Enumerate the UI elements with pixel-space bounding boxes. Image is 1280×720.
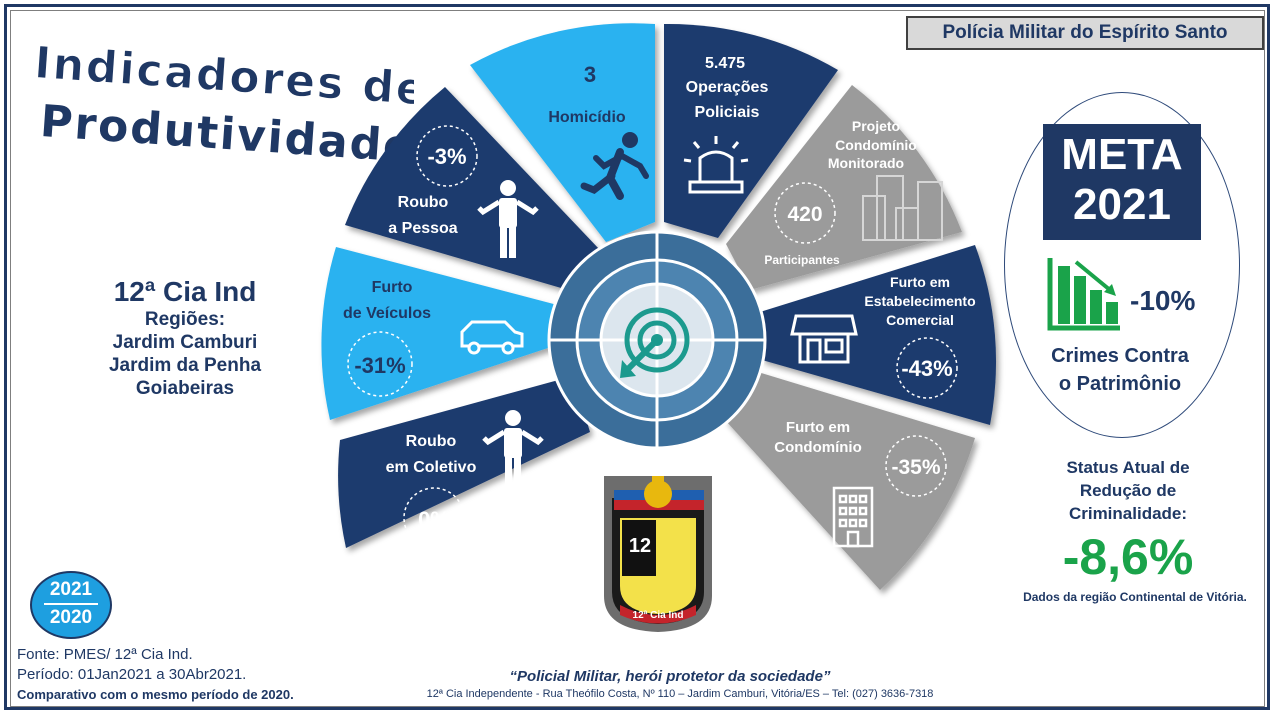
segment-roubo-pessoa [345, 87, 600, 290]
segment-operacoes [664, 23, 838, 238]
furto-veiculos-label-2: de Veículos [343, 305, 431, 322]
car-icon [460, 320, 524, 355]
inner-frame [10, 10, 1265, 707]
bar-chart-down-icon [1047, 258, 1120, 331]
condominio-monitorado-value: 420 [787, 203, 822, 226]
apartment-building-icon [832, 486, 874, 548]
badge-text: 12ª Cia Ind [633, 610, 684, 621]
roubo-pessoa-value: -3% [427, 144, 466, 169]
unit-info: 12ª Cia Ind Regiões: Jardim Camburi Jard… [60, 276, 310, 400]
status-note: Dados da região Continental de Vitória. [1023, 590, 1247, 604]
furto-estabelecimento-label-1: Furto em [890, 274, 950, 290]
condominio-monitorado-sub: Participantes [764, 253, 840, 267]
operacoes-label-2: Policiais [695, 104, 760, 121]
segment-roubo-coletivo [338, 376, 590, 548]
roubo-coletivo-label-2: em Coletivo [386, 459, 477, 476]
page-title: Indicadores de Produtividade [32, 37, 414, 173]
furto-condominio-value: -35% [891, 456, 940, 479]
segment-homicidio [470, 23, 655, 243]
status-label-line-3: Criminalidade: [1068, 504, 1188, 523]
roubo-coletivo-label-1: Roubo [406, 433, 457, 450]
address: 12ª Cia Independente - Rua Theófilo Cost… [426, 688, 934, 700]
operacoes-label-1: Operações [686, 79, 769, 96]
furto-condominio-label-2: Condomínio [774, 439, 861, 456]
roubo-coletivo-value-circle [403, 487, 465, 549]
target-icon [620, 307, 690, 378]
status-label-line-1: Status Atual de [1066, 458, 1190, 477]
segment-furto-condominio [725, 372, 975, 590]
years-divider [44, 603, 98, 605]
comparison-line: Comparativo com o mesmo período de 2020. [17, 687, 294, 702]
status-value: -8,6% [1062, 529, 1194, 585]
unit-name: 12ª Cia Ind [113, 276, 257, 307]
storefront-icon [790, 314, 858, 364]
source-info: Fonte: PMES/ 12ª Cia Ind. Período: 01Jan… [17, 645, 294, 705]
regions-label: Regiões: [144, 309, 226, 330]
status-label: Status Atual de Redução de Criminalidade… [1030, 456, 1226, 525]
unit-badge: 12 12ª Cia Ind [604, 476, 712, 632]
roubo-pessoa-label-1: Roubo [398, 194, 449, 211]
source-line: Fonte: PMES/ 12ª Cia Ind. [17, 646, 193, 663]
condominio-monitorado-value-circle [774, 182, 836, 244]
roubo-pessoa-value-circle [416, 125, 478, 187]
year-current: 2021 [49, 579, 93, 600]
period-line: Período: 01Jan2021 a 30Abr2021. [17, 666, 247, 683]
furto-veiculos-label-1: Furto [372, 279, 413, 296]
meta-title: META [1061, 130, 1183, 179]
condominio-monitorado-label-1: Projeto [852, 118, 900, 134]
status-label-line-2: Redução de [1079, 481, 1177, 500]
outer-frame [4, 4, 1270, 710]
homicidio-label: Homicídio [548, 109, 626, 126]
furto-condominio-label-1: Furto em [786, 419, 850, 436]
person-shrug-icon [477, 180, 539, 258]
buildings-icon [862, 175, 943, 241]
meta-label-line-1: Crimes Contra [1051, 345, 1189, 367]
meta-box: META 2021 [1043, 124, 1201, 240]
person-shrug-icon [482, 410, 544, 490]
running-person-icon [580, 132, 649, 200]
police-siren-icon [683, 136, 749, 194]
region-item: Jardim da Penha [108, 355, 262, 376]
segment-furto-veiculos [321, 247, 565, 420]
homicidio-value: 3 [584, 62, 596, 87]
region-item: Goiabeiras [135, 378, 235, 399]
operacoes-value: 5.475 [705, 55, 745, 72]
agency-banner: Polícia Militar do Espírito Santo [906, 16, 1264, 50]
condominio-monitorado-label-2: Condomínio [835, 137, 917, 153]
furto-veiculos-value: -31% [354, 353, 405, 378]
motto: “Policial Militar, herói protetor da soc… [509, 668, 831, 685]
furto-estabelecimento-value: -43% [901, 356, 952, 381]
furto-veiculos-value-circle [347, 331, 413, 397]
years-badge: 2021 2020 [30, 571, 112, 639]
condominio-monitorado-label-3: Monitorado [828, 155, 904, 171]
meta-label-line-2: o Patrimônio [1058, 373, 1182, 395]
roubo-pessoa-label-2: a Pessoa [388, 220, 457, 237]
meta-value: -10% [1130, 285, 1196, 316]
roubo-coletivo-value: 0% [418, 507, 450, 532]
furto-estabelecimento-label-2: Estabelecimento [864, 293, 975, 309]
region-item: Jardim Camburi [112, 332, 258, 353]
segment-furto-estabelecimento [760, 245, 997, 425]
furto-condominio-value-circle [885, 435, 947, 497]
furto-estabelecimento-label-3: Comercial [886, 312, 954, 328]
badge-number: 12 [629, 535, 651, 557]
meta-oval [1004, 92, 1240, 438]
meta-year: 2021 [1073, 180, 1171, 229]
meta-label: Crimes Contra o Patrimônio [1030, 342, 1210, 398]
furto-estabelecimento-value-circle [896, 337, 958, 399]
year-previous: 2020 [49, 607, 93, 628]
